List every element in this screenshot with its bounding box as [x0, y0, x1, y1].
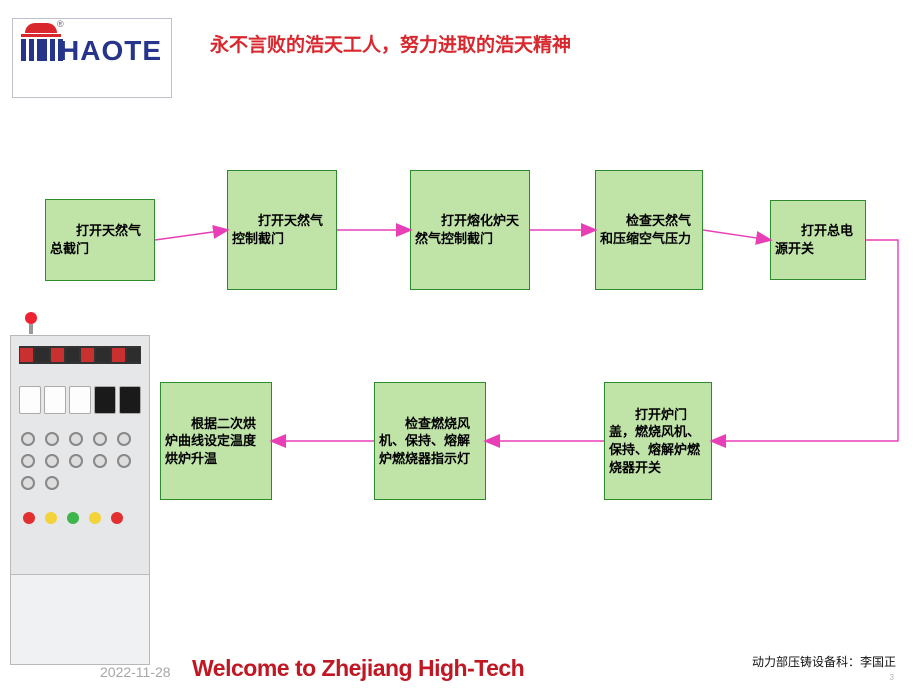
flow-node-open-furnace-gas-valve: 打开熔化炉天然气控制截门 — [410, 170, 530, 290]
flow-node-check-indicator: 检查燃烧风机、保持、熔解炉燃烧器指示灯 — [374, 382, 486, 500]
logo: ® HAOTE — [12, 18, 172, 98]
logo-mark — [21, 23, 61, 63]
flow-node-set-temp-curve: 根据二次烘炉曲线设定温度烘炉升温 — [160, 382, 272, 500]
footer-date: 2022-11-28 — [100, 664, 171, 680]
footer-welcome: Welcome to Zhejiang High-Tech — [192, 655, 524, 682]
footer-credit: 动力部压铸设备科：李国正 — [752, 653, 896, 670]
page-heading: 永不言败的浩天工人，努力进取的浩天精神 — [210, 30, 571, 57]
cabinet-lower-panel — [11, 574, 149, 664]
flow-node-check-pressure: 检查天然气和压缩空气压力 — [595, 170, 703, 290]
control-cabinet-image — [10, 335, 150, 665]
flow-node-main-power-on: 打开总电源开关 — [770, 200, 866, 280]
flow-node-open-main-gas-valve: 打开天然气总截门 — [45, 199, 155, 281]
flow-node-open-gas-control-valve: 打开天然气控制截门 — [227, 170, 337, 290]
beacon-lamp-icon — [25, 312, 37, 334]
cabinet-led-strip — [19, 346, 141, 364]
cabinet-gauge-row — [19, 386, 141, 414]
flow-node-open-door-burner: 打开炉门盖，燃烧风机、保持、熔解炉燃烧器开关 — [604, 382, 712, 500]
cabinet-knob-area — [21, 432, 139, 482]
cabinet-lamp-row — [23, 512, 137, 524]
logo-text: HAOTE — [59, 35, 162, 67]
footer-page-number: 3 — [890, 673, 894, 682]
